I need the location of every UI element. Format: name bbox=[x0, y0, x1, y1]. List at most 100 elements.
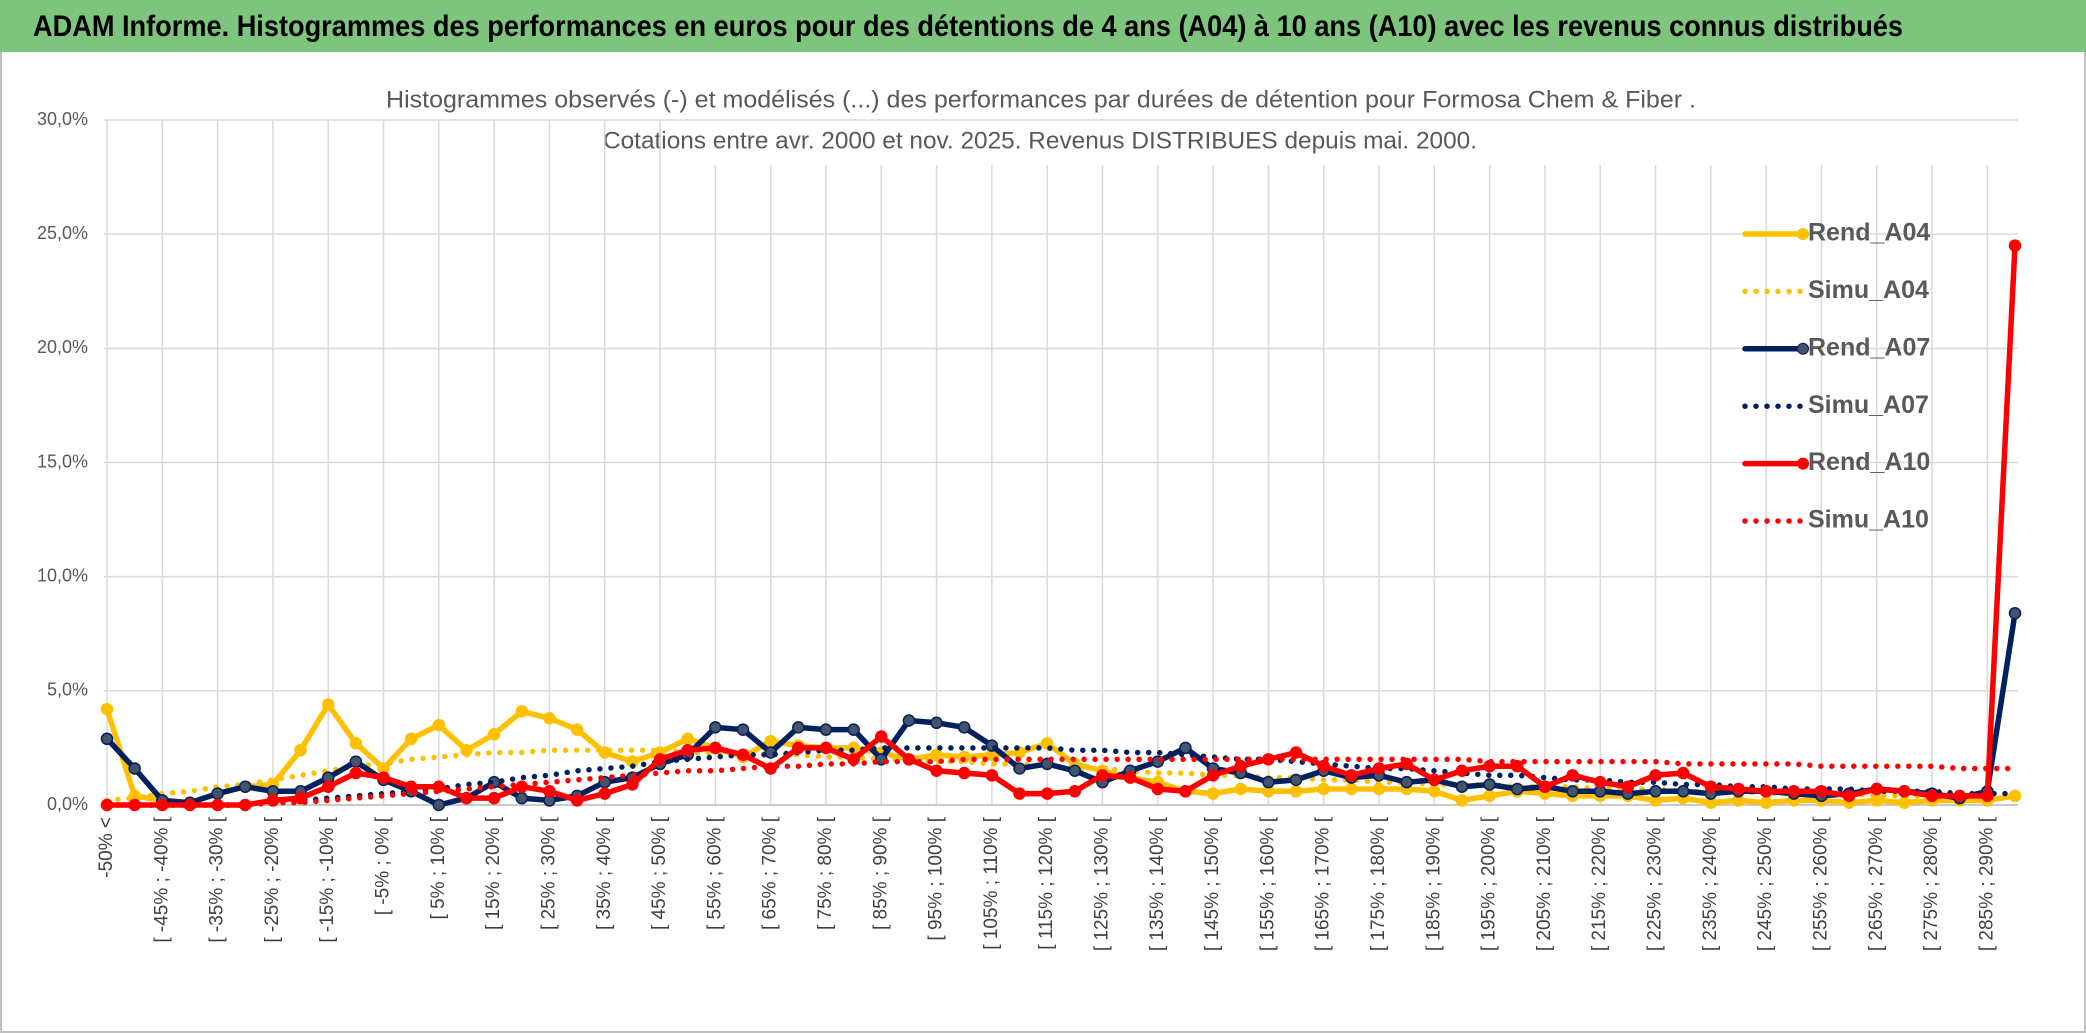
point bbox=[321, 698, 335, 711]
point bbox=[1206, 787, 1220, 800]
point bbox=[875, 730, 888, 743]
x-tick-label: [ 195% ; 200% [ bbox=[1479, 816, 1500, 951]
point bbox=[1621, 780, 1635, 793]
point bbox=[404, 732, 418, 746]
point bbox=[1455, 764, 1469, 777]
point bbox=[1455, 780, 1469, 793]
point bbox=[2008, 239, 2022, 252]
header-title: ADAM Informe. Histogrammes des performan… bbox=[33, 10, 1903, 43]
point bbox=[709, 721, 722, 734]
point bbox=[294, 743, 307, 757]
x-tick-label: [ -5% ; 0% [ bbox=[373, 816, 394, 915]
x-tick-label: [ 185% ; 190% [ bbox=[1423, 816, 1444, 951]
x-tick-label: [ 145% ; 150% [ bbox=[1202, 816, 1223, 951]
point bbox=[1898, 785, 1911, 798]
point bbox=[1179, 741, 1192, 755]
point bbox=[1317, 759, 1330, 773]
legend-marker bbox=[1797, 457, 1809, 470]
x-tick-label: [ 205% ; 210% [ bbox=[1534, 816, 1555, 951]
point bbox=[1566, 785, 1579, 798]
point bbox=[1040, 787, 1054, 800]
point bbox=[1676, 766, 1690, 780]
point bbox=[709, 741, 722, 755]
point bbox=[598, 787, 611, 800]
point bbox=[1787, 785, 1801, 798]
x-tick-label: [ -15% ; -10% [ bbox=[317, 816, 338, 942]
x-tick-label: [ 95% ; 100% [ bbox=[926, 816, 947, 940]
point bbox=[1842, 789, 1856, 803]
chart-subtitle: Cotations entre avr. 2000 et nov. 2025. … bbox=[603, 127, 1477, 154]
point bbox=[1234, 759, 1247, 773]
x-tick-label: [ 25% ; 30% [ bbox=[538, 816, 559, 930]
point bbox=[764, 734, 777, 748]
x-tick-label: [ 15% ; 20% [ bbox=[483, 816, 504, 930]
header-bar bbox=[0, 0, 2086, 52]
point bbox=[570, 723, 584, 736]
y-tick-label: 0,0% bbox=[47, 794, 88, 814]
point bbox=[1400, 775, 1413, 789]
x-tick-label: [ 115% ; 120% [ bbox=[1036, 816, 1057, 949]
legend-label: Simu_A07 bbox=[1808, 391, 1929, 419]
point bbox=[515, 791, 529, 805]
point bbox=[1345, 769, 1358, 782]
point bbox=[1013, 762, 1026, 775]
point bbox=[792, 721, 805, 734]
point bbox=[1815, 785, 1828, 798]
point bbox=[819, 723, 833, 736]
y-tick-label: 5,0% bbox=[47, 680, 88, 700]
point bbox=[487, 727, 501, 741]
point bbox=[1068, 764, 1082, 777]
point bbox=[1455, 794, 1469, 807]
point bbox=[1123, 771, 1137, 784]
point bbox=[736, 723, 750, 736]
point bbox=[1234, 782, 1247, 796]
point bbox=[1704, 780, 1718, 793]
point bbox=[211, 787, 224, 800]
observed-line bbox=[104, 701, 2018, 806]
legend-label: Simu_A04 bbox=[1808, 276, 1929, 304]
legend-marker bbox=[1797, 228, 1809, 240]
point bbox=[1649, 769, 1662, 782]
y-tick-label: 20,0% bbox=[37, 337, 88, 357]
point bbox=[1953, 789, 1966, 803]
point bbox=[1179, 785, 1192, 798]
y-tick-label: 15,0% bbox=[37, 451, 88, 471]
legend-marker bbox=[1797, 342, 1809, 355]
observed-line bbox=[104, 610, 2018, 808]
point bbox=[1593, 775, 1607, 789]
point bbox=[1289, 785, 1303, 798]
x-tick-label: [ 155% ; 160% [ bbox=[1257, 816, 1278, 951]
legend-label: Simu_A10 bbox=[1808, 506, 1929, 534]
point bbox=[1649, 785, 1662, 798]
x-tick-label: [ 265% ; 270% [ bbox=[1866, 816, 1887, 951]
y-tick-label: 30,0% bbox=[37, 109, 88, 129]
point bbox=[1317, 782, 1330, 796]
point bbox=[1013, 787, 1026, 800]
point bbox=[1870, 782, 1883, 796]
x-tick-label: [ 35% ; 40% [ bbox=[594, 816, 615, 930]
x-tick-label: [ 275% ; 280% [ bbox=[1921, 816, 1942, 951]
point bbox=[1759, 785, 1773, 798]
point bbox=[1566, 769, 1579, 782]
point bbox=[543, 785, 556, 798]
point bbox=[1483, 789, 1496, 803]
point bbox=[1345, 782, 1358, 796]
x-tick-label: [ 255% ; 260% [ bbox=[1810, 816, 1831, 951]
point bbox=[2008, 606, 2022, 620]
legend-label: Rend_A07 bbox=[1808, 333, 1930, 361]
point bbox=[1898, 796, 1911, 809]
x-tick-label: [ 235% ; 240% [ bbox=[1700, 816, 1721, 951]
point bbox=[819, 741, 833, 755]
legend-label: Rend_A04 bbox=[1808, 219, 1930, 247]
point bbox=[847, 723, 860, 736]
point bbox=[792, 741, 805, 755]
point bbox=[1206, 769, 1220, 782]
x-tick-label: [ -35% ; -30% [ bbox=[207, 816, 228, 942]
point bbox=[349, 766, 363, 780]
point bbox=[1676, 785, 1690, 798]
point bbox=[543, 711, 556, 725]
point bbox=[100, 702, 114, 716]
point bbox=[1372, 762, 1386, 775]
x-tick-label: [ 85% ; 90% [ bbox=[870, 816, 891, 930]
point bbox=[930, 716, 943, 730]
